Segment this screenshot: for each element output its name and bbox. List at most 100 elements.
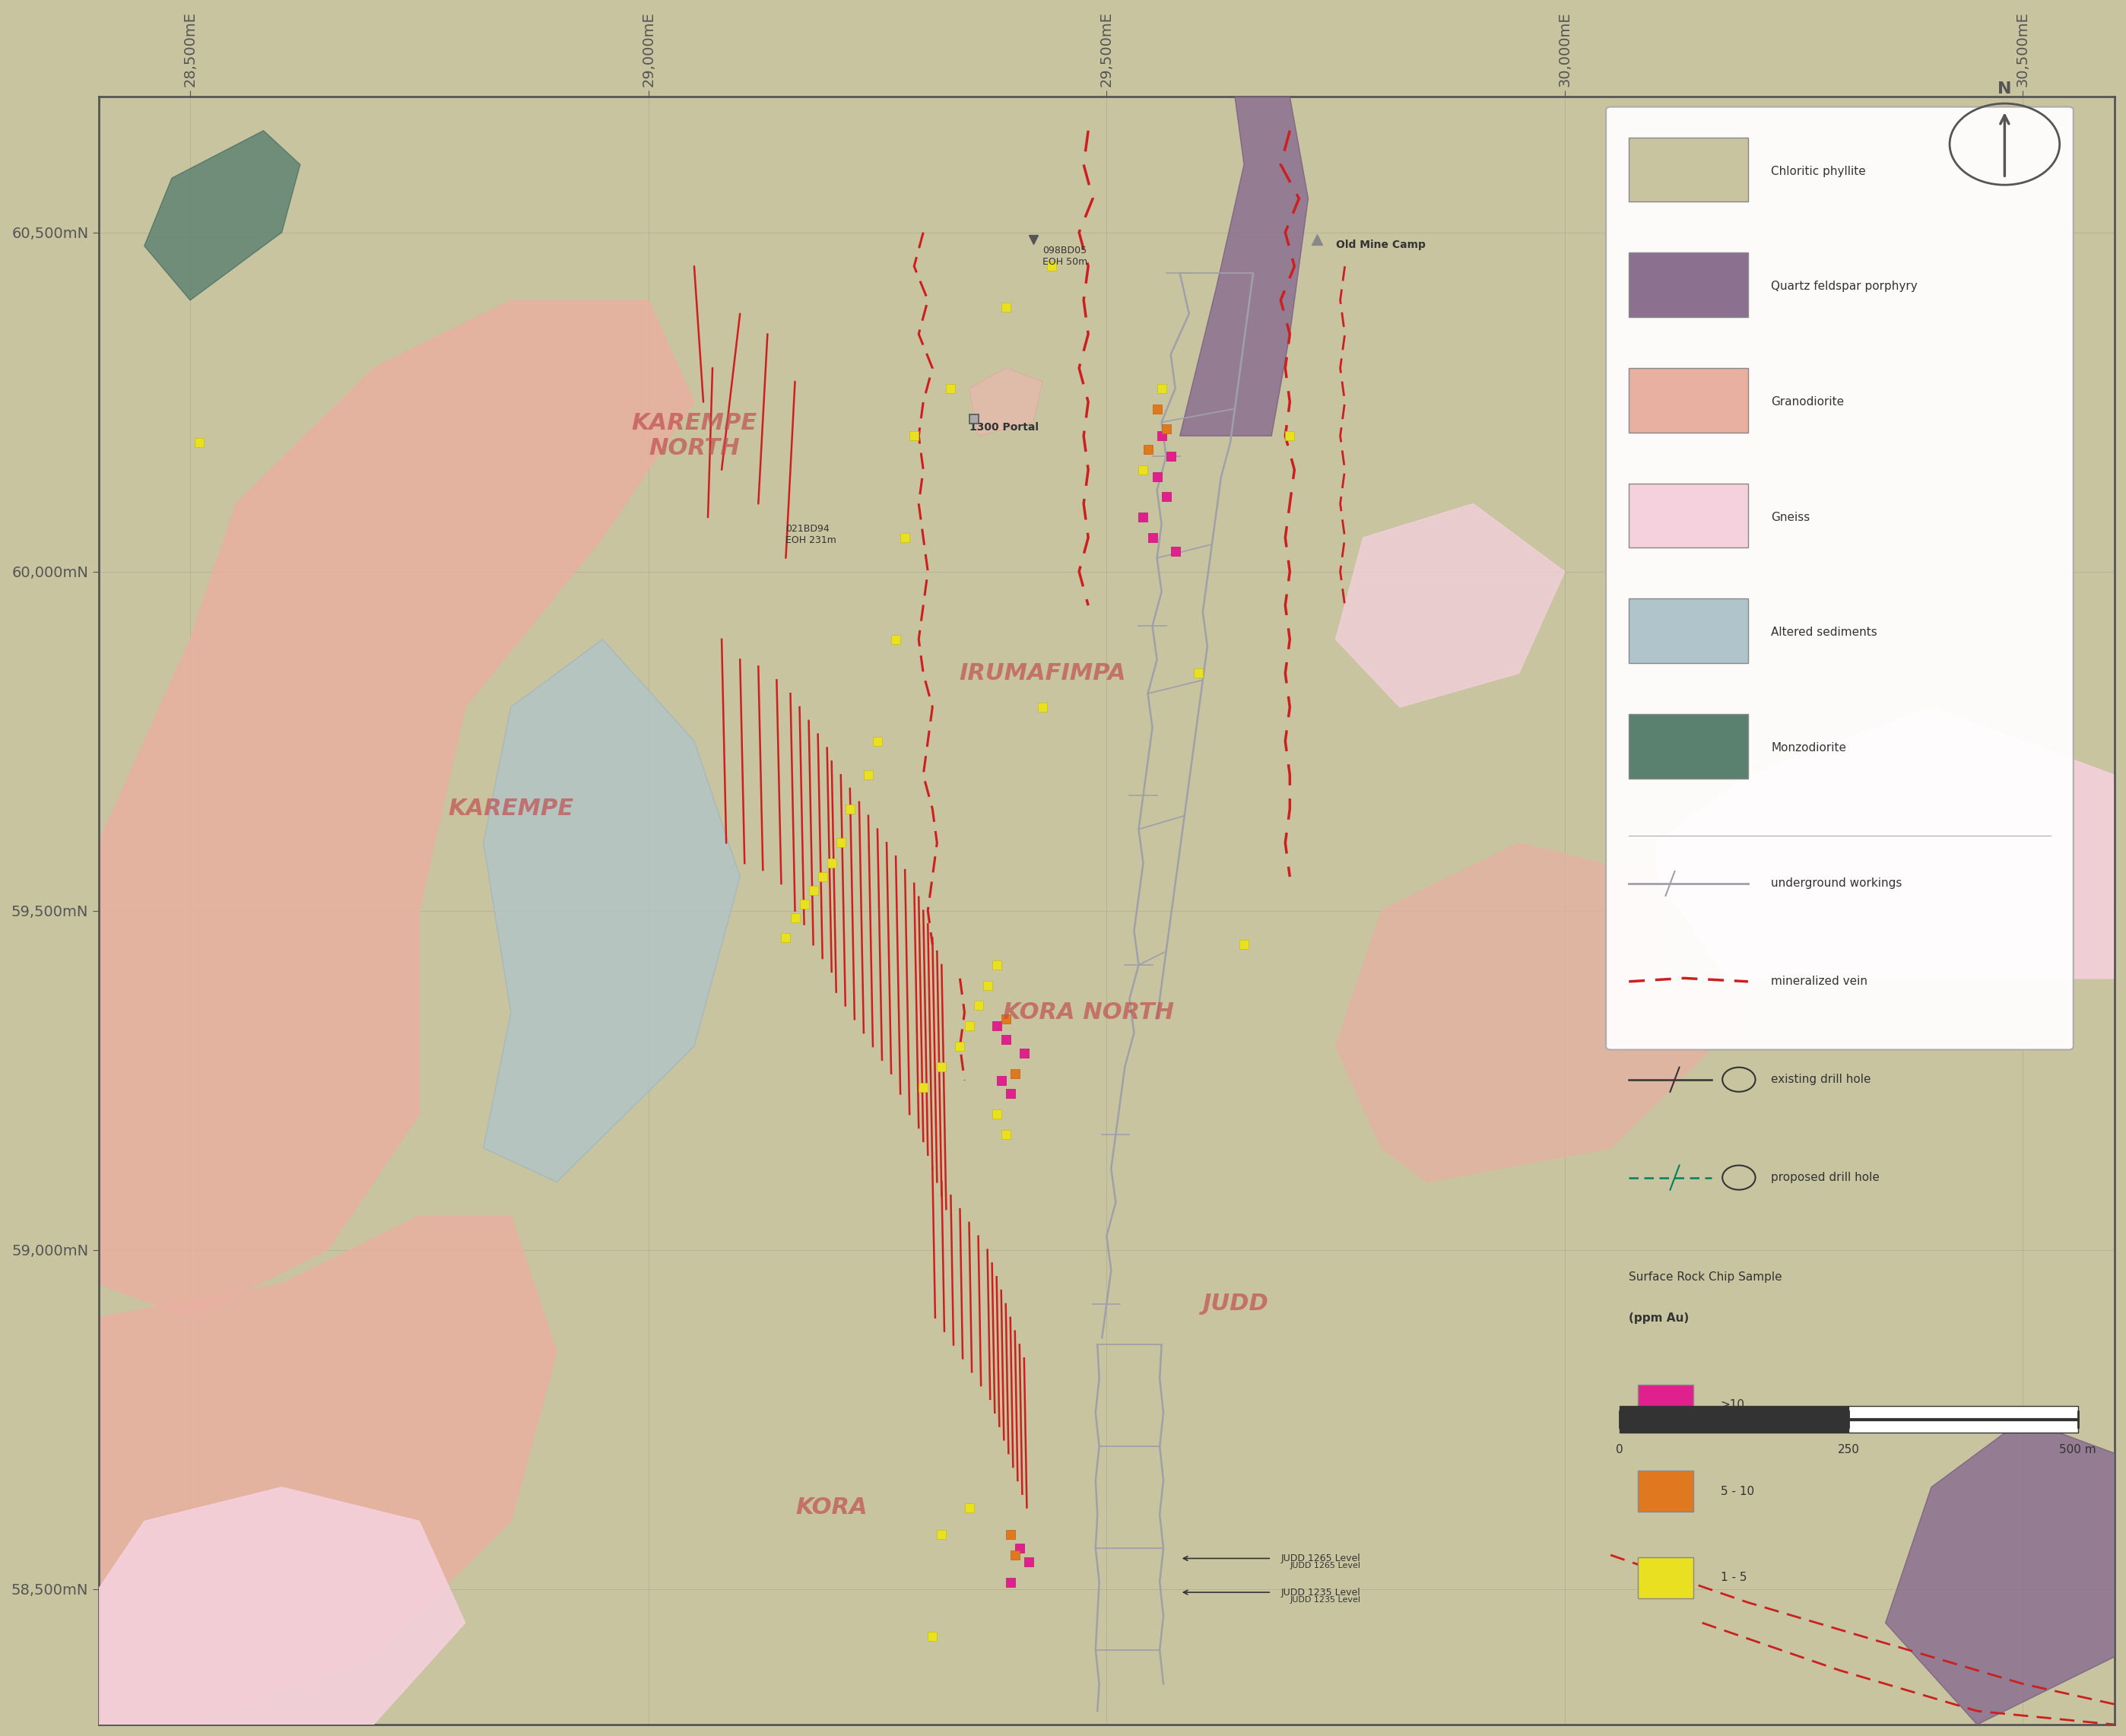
Polygon shape	[145, 130, 300, 300]
Point	[1144, 422, 1178, 450]
Text: KAREMPE: KAREMPE	[449, 799, 574, 819]
Point	[997, 1542, 1031, 1569]
Polygon shape	[1335, 503, 1565, 707]
Point	[897, 422, 931, 450]
Point	[993, 1568, 1027, 1595]
Point	[1127, 457, 1161, 484]
Point	[933, 375, 967, 403]
Point	[993, 1080, 1027, 1108]
Point	[833, 795, 867, 823]
Point	[787, 891, 821, 918]
Point	[944, 1033, 978, 1061]
Text: 098BD05
EOH 50m: 098BD05 EOH 50m	[1042, 247, 1089, 267]
Text: Quartz feldspar porphyry: Quartz feldspar porphyry	[1771, 281, 1918, 292]
Text: (ppm Au): (ppm Au)	[1629, 1312, 1690, 1323]
Bar	[1637, 1470, 1692, 1512]
Text: KORA: KORA	[795, 1496, 867, 1519]
Point	[969, 972, 1003, 1000]
Text: 250: 250	[1837, 1444, 1860, 1455]
Bar	[1629, 368, 1748, 432]
Text: 1300 Portal: 1300 Portal	[969, 422, 1037, 432]
Point	[778, 903, 812, 930]
Point	[1003, 1535, 1037, 1562]
Point	[1154, 443, 1188, 470]
Text: 021BD94
EOH 231m: 021BD94 EOH 231m	[787, 524, 838, 545]
Point	[1159, 536, 1193, 564]
Text: KAREMPE
NORTH: KAREMPE NORTH	[631, 411, 757, 460]
Point	[984, 1066, 1018, 1094]
Polygon shape	[969, 368, 1042, 436]
Point	[1140, 464, 1174, 491]
Polygon shape	[98, 300, 695, 1318]
Point	[814, 849, 848, 877]
Point	[1150, 483, 1184, 510]
Polygon shape	[483, 639, 740, 1182]
Point	[989, 293, 1023, 321]
Point	[1025, 693, 1059, 720]
Text: JUDD 1235 Level: JUDD 1235 Level	[1280, 1587, 1361, 1597]
Polygon shape	[1180, 97, 1307, 436]
Text: proposed drill hole: proposed drill hole	[1771, 1172, 1879, 1184]
Point	[878, 625, 912, 653]
Point	[861, 727, 895, 755]
Text: JUDD 1265 Level: JUDD 1265 Level	[1290, 1562, 1361, 1569]
Point	[961, 991, 995, 1019]
Point	[797, 877, 831, 904]
Text: Old Mine Camp: Old Mine Camp	[1335, 240, 1424, 250]
Bar	[1629, 137, 1748, 201]
Point	[850, 760, 884, 788]
Bar	[1629, 713, 1748, 778]
Point	[925, 1052, 959, 1080]
FancyBboxPatch shape	[1605, 108, 2073, 1050]
Polygon shape	[98, 1488, 466, 1724]
Point	[770, 924, 804, 951]
Point	[997, 1059, 1031, 1087]
Point	[952, 1493, 986, 1521]
Text: Chloritic phyllite: Chloritic phyllite	[1771, 165, 1867, 177]
Polygon shape	[1656, 707, 2115, 979]
Point	[1182, 660, 1216, 687]
Point	[952, 1012, 986, 1040]
Bar	[1629, 599, 1748, 663]
Text: underground workings: underground workings	[1771, 878, 1903, 889]
Point	[906, 1073, 940, 1101]
Polygon shape	[1886, 1420, 2115, 1724]
Point	[989, 1121, 1023, 1149]
Point	[980, 1012, 1014, 1040]
Bar	[1629, 253, 1748, 318]
Text: existing drill hole: existing drill hole	[1771, 1075, 1871, 1085]
Point	[1140, 394, 1174, 422]
Bar	[1629, 483, 1748, 549]
Point	[1135, 524, 1169, 552]
Point	[183, 429, 217, 457]
Point	[823, 830, 857, 858]
Text: KORA NORTH: KORA NORTH	[1003, 1002, 1174, 1024]
Point	[1127, 503, 1161, 531]
Polygon shape	[1335, 844, 1748, 1182]
Text: Altered sediments: Altered sediments	[1771, 627, 1877, 639]
Point	[1131, 436, 1165, 464]
Text: IRUMAFIMPA: IRUMAFIMPA	[959, 661, 1127, 684]
Text: JUDD: JUDD	[1201, 1293, 1267, 1316]
Point	[1273, 422, 1307, 450]
Text: Granodiorite: Granodiorite	[1771, 396, 1843, 408]
Point	[1150, 415, 1184, 443]
Bar	[1637, 1384, 1692, 1425]
Text: 0: 0	[1616, 1444, 1624, 1455]
Point	[1035, 252, 1069, 279]
Point	[980, 1101, 1014, 1128]
Point	[916, 1623, 950, 1651]
Polygon shape	[98, 1215, 557, 1724]
Text: Gneiss: Gneiss	[1771, 512, 1809, 523]
Text: >10: >10	[1720, 1399, 1745, 1410]
Text: 500 m: 500 m	[2060, 1444, 2096, 1455]
Point	[1008, 1040, 1042, 1068]
Point	[889, 524, 923, 552]
Text: JUDD 1265 Level: JUDD 1265 Level	[1280, 1554, 1361, 1564]
Text: 5 - 10: 5 - 10	[1720, 1486, 1754, 1496]
Text: mineralized vein: mineralized vein	[1771, 976, 1867, 988]
Text: Surface Rock Chip Sample: Surface Rock Chip Sample	[1629, 1271, 1782, 1283]
Point	[980, 951, 1014, 979]
Point	[1012, 1549, 1046, 1576]
Bar	[1637, 1557, 1692, 1599]
